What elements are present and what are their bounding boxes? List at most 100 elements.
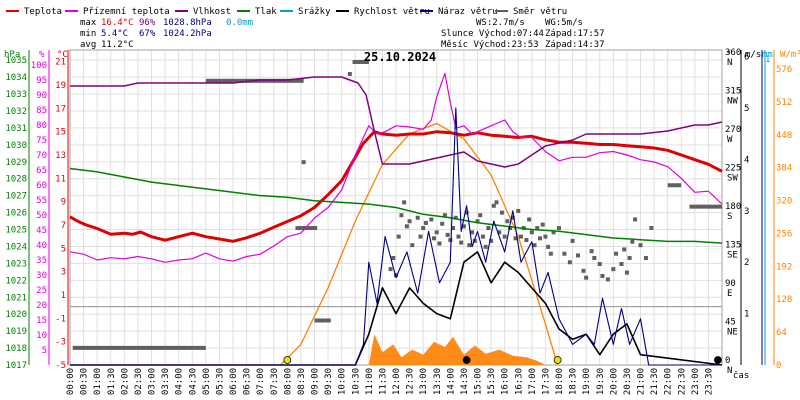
wind-dir-point — [619, 261, 624, 266]
series-feels-line — [69, 72, 723, 263]
axis-humidity-tick: 65 — [36, 166, 47, 176]
x-tick-label: 10:30 — [351, 368, 361, 395]
unit-hpa: hPa — [4, 50, 20, 60]
axis-direction-tick-label: SE — [727, 250, 738, 260]
info-wg: WG:5m/s — [545, 18, 583, 28]
legend-label-wind: Rychlost větru — [354, 7, 430, 17]
wind-dir-point — [649, 226, 654, 231]
wind-dir-point — [451, 226, 456, 231]
wind-dir-point — [432, 236, 437, 241]
axis-direction-tick-value: 45 — [725, 317, 736, 327]
wind-dir-point — [478, 213, 483, 218]
axis-temperature-tick: -3 — [55, 338, 66, 348]
wind-dir-point — [597, 261, 602, 266]
wind-dir-point — [475, 219, 480, 224]
axis-direction-tick-value: 225 — [725, 163, 741, 173]
stats-min-press: 1024.2hPa — [163, 29, 212, 39]
wind-dir-segment — [295, 226, 318, 231]
axis-temperature-tick: -1 — [55, 314, 66, 324]
wind-dir-point — [624, 270, 629, 275]
x-tick-label: 14:00 — [446, 368, 456, 395]
axis-solar-tick: 512 — [776, 98, 792, 108]
wind-dir-point — [421, 226, 426, 231]
x-tick-label: 22:00 — [664, 368, 674, 395]
wind-dir-point — [437, 241, 442, 246]
wind-dir-point — [508, 226, 513, 231]
axes: 1017101810191020102110221023102410251026… — [5, 48, 792, 395]
x-tick-label: 15:30 — [487, 368, 497, 395]
wind-dir-point — [402, 200, 407, 205]
wind-dir-point — [453, 215, 458, 220]
wind-dir-point — [584, 275, 589, 280]
axis-unit-labels: hPa % °C ° m/s mm W/m² — [4, 50, 800, 60]
x-tick-label: 19:30 — [596, 368, 606, 395]
axis-humidity-tick: 60 — [36, 181, 47, 191]
x-tick-label: 08:30 — [297, 368, 307, 395]
wind-dir-segment — [689, 204, 722, 209]
legend-label-gust: Náraz větru — [438, 7, 498, 17]
wind-dir-point — [410, 243, 415, 248]
axis-temperature-tick: 7 — [61, 221, 66, 231]
x-tick-label: 11:00 — [365, 368, 375, 395]
wind-dir-point — [513, 236, 518, 241]
axis-pressure-tick: 1031 — [5, 124, 27, 134]
wind-dir-point — [592, 256, 597, 261]
axis-pressure-tick: 1029 — [5, 158, 27, 168]
x-tick-label: 16:30 — [514, 368, 524, 395]
wind-dir-point — [467, 243, 472, 248]
axis-pressure-tick: 1021 — [5, 293, 27, 303]
series-temp-line — [69, 130, 723, 243]
axis-solar-tick: 192 — [776, 262, 792, 272]
x-tick-label: 03:30 — [161, 368, 171, 395]
axis-direction-tick-value: 360 — [725, 48, 741, 58]
axis-pressure-tick: 1022 — [5, 276, 27, 286]
stats-block: max 16.4°C 96% 1028.8hPa 0.0mm min 5.4°C… — [80, 18, 253, 50]
legend-label-dir: Směr větru — [513, 7, 567, 17]
wind-dir-point — [480, 234, 485, 239]
axis-temperature-tick: 11 — [55, 174, 66, 184]
axis-humidity-tick: 25 — [36, 286, 47, 296]
x-tick-label: 19:00 — [582, 368, 592, 395]
axis-solar-tick: 384 — [776, 164, 792, 174]
wind-dir-point — [418, 234, 423, 239]
wind-dir-point — [396, 234, 401, 239]
series-press-line — [69, 167, 723, 244]
wind-dir-point — [423, 220, 428, 225]
axis-humidity-tick: 75 — [36, 136, 47, 146]
axis-solar-tick: 64 — [776, 328, 787, 338]
axis-humidity-tick: 40 — [36, 241, 47, 251]
wind-dir-point — [483, 244, 488, 249]
axis-wind-tick: 2 — [744, 258, 749, 268]
wind-dir-point — [548, 251, 553, 256]
x-tick-label: 06:30 — [243, 368, 253, 395]
axis-direction-tick-label: E — [727, 289, 732, 299]
legend-label-temp: Teplota — [24, 7, 62, 17]
axis-direction-tick-label: NW — [727, 96, 738, 106]
stats-min-temp: 5.4°C — [101, 29, 128, 39]
x-tick-label: 06:00 — [229, 368, 239, 395]
axis-direction-tick-value: 315 — [725, 86, 741, 96]
x-tick-label: 01:00 — [93, 368, 103, 395]
wind-dir-point — [551, 230, 556, 235]
stats-max-hum: 96% — [139, 18, 156, 28]
series-sunshine-area — [368, 334, 546, 365]
unit-pct: % — [39, 50, 45, 60]
stats-avg-temp: 11.2°C — [101, 40, 134, 50]
wind-dir-point — [407, 219, 412, 224]
x-tick-label: 02:00 — [120, 368, 130, 395]
wind-dir-point — [429, 217, 434, 222]
axis-wind-tick: 4 — [744, 155, 749, 165]
x-tick-label: 00:30 — [80, 368, 90, 395]
grid — [69, 49, 723, 366]
axis-humidity-tick: 95 — [36, 76, 47, 86]
axis-humidity-tick: 20 — [36, 301, 47, 311]
axis-pressure-tick: 1033 — [5, 90, 27, 100]
x-tick-label: 13:00 — [419, 368, 429, 395]
wind-dir-point — [491, 203, 496, 208]
axis-humidity-tick: 100 — [31, 61, 47, 71]
axis-temperature-tick: 5 — [61, 244, 66, 254]
x-tick-label: 00:00 — [66, 368, 76, 395]
axis-pressure-tick: 1018 — [5, 344, 27, 354]
wind-dir-segment — [72, 345, 206, 350]
